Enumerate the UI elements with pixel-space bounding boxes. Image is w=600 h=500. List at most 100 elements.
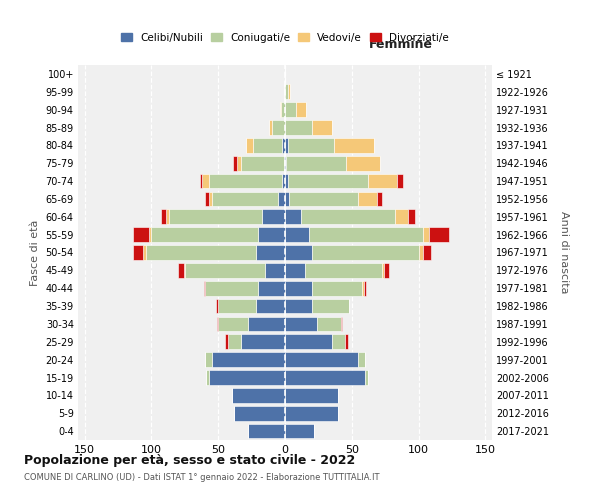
Bar <box>358 192 377 206</box>
Bar <box>309 228 422 242</box>
Bar <box>408 210 415 224</box>
Bar <box>283 174 285 188</box>
Text: Popolazione per età, sesso e stato civile - 2022: Popolazione per età, sesso e stato civil… <box>24 454 355 467</box>
Bar <box>280 102 281 117</box>
Bar <box>272 120 285 135</box>
Bar <box>384 263 389 278</box>
Bar <box>346 156 380 170</box>
Bar <box>287 138 334 152</box>
Text: Femmine: Femmine <box>369 38 433 51</box>
Bar <box>312 298 349 314</box>
Bar <box>205 281 258 295</box>
Bar <box>232 388 285 402</box>
Bar <box>312 245 419 260</box>
Bar <box>284 156 285 170</box>
Y-axis label: Anni di nascita: Anni di nascita <box>559 211 569 294</box>
Bar <box>285 388 338 402</box>
Bar <box>312 120 332 135</box>
Bar <box>281 102 285 117</box>
Bar <box>212 352 285 367</box>
Bar <box>419 245 422 260</box>
Bar <box>133 228 149 242</box>
Bar <box>209 192 212 206</box>
Bar <box>285 102 296 117</box>
Bar <box>237 156 241 170</box>
Bar <box>285 138 287 152</box>
Bar <box>185 263 265 278</box>
Bar <box>285 316 317 331</box>
Bar <box>312 281 362 295</box>
Bar <box>285 352 358 367</box>
Bar <box>233 156 237 170</box>
Bar <box>286 156 346 170</box>
Bar <box>358 352 365 367</box>
Bar <box>246 138 253 152</box>
Bar <box>341 316 343 331</box>
Bar <box>253 138 283 152</box>
Bar <box>169 210 262 224</box>
Bar <box>258 281 285 295</box>
Bar <box>146 245 256 260</box>
Bar <box>397 174 403 188</box>
Text: COMUNE DI CARLINO (UD) - Dati ISTAT 1° gennaio 2022 - Elaborazione TUTTITALIA.IT: COMUNE DI CARLINO (UD) - Dati ISTAT 1° g… <box>24 473 380 482</box>
Bar <box>200 174 202 188</box>
Bar <box>377 192 382 206</box>
Bar <box>301 210 395 224</box>
Bar <box>368 174 397 188</box>
Bar <box>217 316 218 331</box>
Bar <box>317 316 341 331</box>
Bar <box>143 245 146 260</box>
Bar <box>248 316 285 331</box>
Bar <box>178 263 184 278</box>
Bar <box>283 138 285 152</box>
Bar <box>203 281 205 295</box>
Bar <box>278 192 285 206</box>
Legend: Celibi/Nubili, Coniugati/e, Vedovi/e, Divorziati/e: Celibi/Nubili, Coniugati/e, Vedovi/e, Di… <box>121 32 449 42</box>
Bar <box>205 352 212 367</box>
Bar <box>285 424 314 438</box>
Bar <box>262 210 285 224</box>
Bar <box>284 84 285 99</box>
Bar <box>285 228 309 242</box>
Bar <box>225 334 227 349</box>
Bar <box>332 334 345 349</box>
Bar <box>265 263 285 278</box>
Bar <box>202 174 209 188</box>
Bar <box>422 245 431 260</box>
Bar <box>285 370 365 385</box>
Bar <box>285 210 301 224</box>
Bar <box>395 210 408 224</box>
Bar <box>287 174 368 188</box>
Bar <box>256 245 285 260</box>
Bar <box>285 174 287 188</box>
Bar <box>285 84 287 99</box>
Bar <box>285 156 286 170</box>
Bar <box>166 210 169 224</box>
Bar <box>364 281 367 295</box>
Y-axis label: Fasce di età: Fasce di età <box>30 220 40 286</box>
Bar <box>429 228 449 242</box>
Bar <box>289 192 358 206</box>
Bar <box>234 406 285 420</box>
Bar <box>362 281 364 295</box>
Bar <box>305 263 382 278</box>
Bar <box>184 263 185 278</box>
Bar <box>151 228 258 242</box>
Bar <box>382 263 384 278</box>
Bar <box>209 370 285 385</box>
Bar <box>365 370 368 385</box>
Bar <box>227 334 241 349</box>
Bar <box>287 84 290 99</box>
Bar <box>285 263 305 278</box>
Bar <box>133 245 143 260</box>
Bar <box>218 298 256 314</box>
Bar <box>285 298 312 314</box>
Bar <box>296 102 307 117</box>
Bar <box>285 406 338 420</box>
Bar <box>269 120 272 135</box>
Bar <box>285 281 312 295</box>
Bar <box>212 192 278 206</box>
Bar <box>345 334 348 349</box>
Bar <box>161 210 166 224</box>
Bar <box>149 228 151 242</box>
